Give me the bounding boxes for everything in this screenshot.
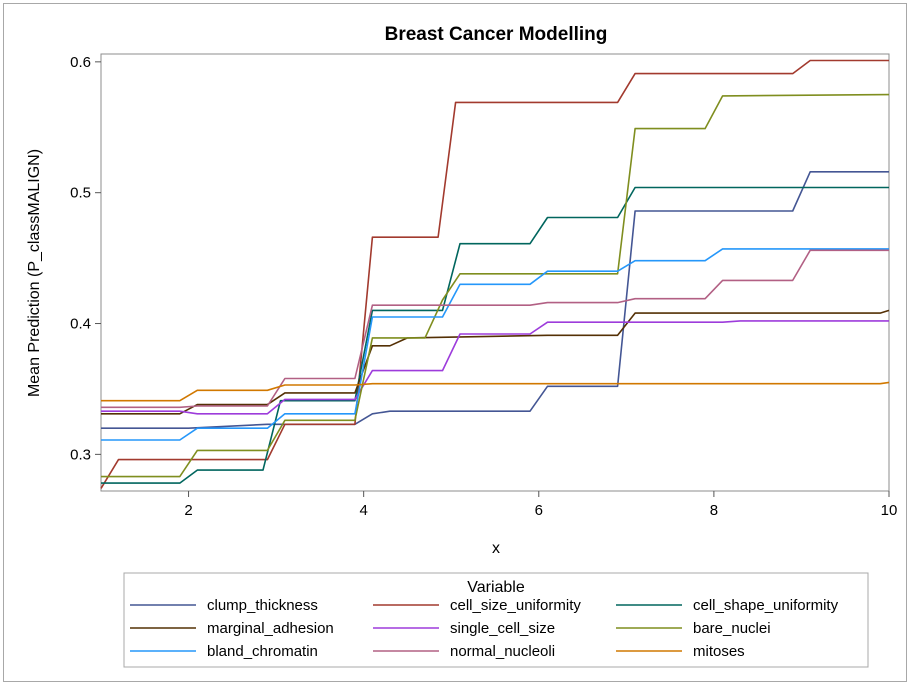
series-line-cell-size-uniformity <box>100 59 889 489</box>
y-axis-label: Mean Prediction (P_classMALIGN) <box>26 149 43 397</box>
legend-box <box>123 572 869 668</box>
series-line-marginal-adhesion <box>101 309 890 415</box>
x-tick-label: 6 <box>535 502 543 519</box>
x-tick-label: 10 <box>881 502 898 519</box>
chart-title: Breast Cancer Modelling <box>385 24 608 45</box>
legend-label-mitoses: mitoses <box>693 643 745 660</box>
series-line-mitoses <box>101 381 890 402</box>
legend-title: Variable <box>467 579 525 596</box>
legend-label-bare-nuclei: bare_nuclei <box>693 620 771 637</box>
y-axis: 0.3 0.4 0.5 0.6 <box>70 54 101 463</box>
legend-label-bland-chromatin: bland_chromatin <box>207 643 318 660</box>
x-tick-label: 8 <box>710 502 718 519</box>
y-tick-label: 0.6 <box>70 54 91 71</box>
plot-border <box>100 53 890 492</box>
x-tick-label: 4 <box>359 502 367 519</box>
x-tick-label: 2 <box>184 502 192 519</box>
legend-label-single-cell-size: single_cell_size <box>450 620 555 637</box>
legend-label-cell-size-uniformity: cell_size_uniformity <box>450 597 581 614</box>
series-line-bland-chromatin <box>101 248 889 441</box>
legend-label-marginal-adhesion: marginal_adhesion <box>207 620 334 637</box>
series-line-normal-nucleoli <box>101 249 889 409</box>
x-axis: 2 4 6 8 10 <box>184 491 897 519</box>
y-tick-label: 0.4 <box>70 316 91 333</box>
series-line-clump-thickness <box>101 171 889 430</box>
y-tick-label: 0.5 <box>70 185 91 202</box>
series-line-cell-shape-uniformity <box>101 186 889 484</box>
plot-area <box>100 53 890 492</box>
series-line-single-cell-size <box>101 320 889 415</box>
y-tick-label: 0.3 <box>70 446 91 463</box>
series-line-bare-nuclei <box>101 93 890 478</box>
legend-label-cell-shape-uniformity: cell_shape_uniformity <box>693 597 839 614</box>
x-axis-label: x <box>492 540 500 557</box>
legend-label-normal-nucleoli: normal_nucleoli <box>450 643 555 660</box>
legend: Variable clump_thickness cell_size_unifor… <box>123 572 869 668</box>
legend-label-clump-thickness: clump_thickness <box>207 597 318 614</box>
